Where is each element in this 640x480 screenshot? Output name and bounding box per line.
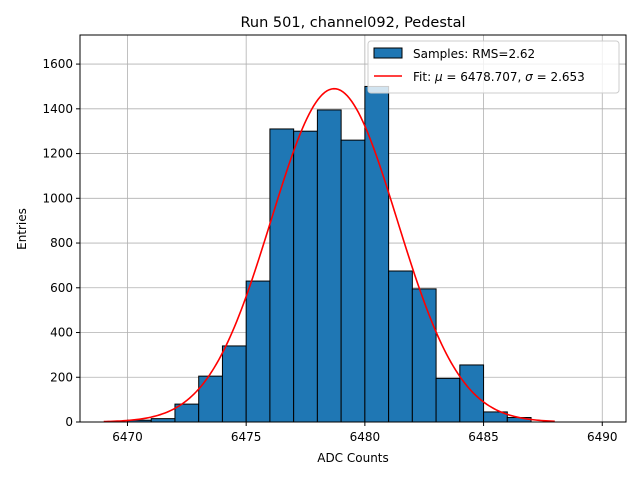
x-axis-label: ADC Counts: [317, 451, 389, 465]
legend-fit-prefix: Fit:: [413, 70, 435, 84]
x-tick-label: 6470: [112, 430, 143, 444]
x-tick-label: 6475: [231, 430, 262, 444]
y-axis-label: Entries: [15, 208, 29, 250]
plot-frame: [79, 34, 627, 423]
x-tick-label: 6490: [587, 430, 618, 444]
legend-histogram-label: Samples: RMS=2.62: [413, 47, 535, 61]
legend-fit-label: Fit: μ = 6478.707, σ = 2.653: [413, 70, 585, 84]
legend-fit-sigma-symbol: σ: [525, 70, 533, 84]
legend-fit-sigma-value: = 2.653: [533, 70, 585, 84]
histogram-bar: [293, 130, 318, 423]
histogram-bar: [221, 345, 247, 423]
histogram-bar: [198, 375, 223, 423]
y-tick-label: 1200: [42, 147, 73, 161]
fit-curve: [103, 87, 555, 423]
histogram-bar: [435, 377, 461, 423]
y-axis-ticks: 0 200 400 600 800 1000 1200 1400 1600: [42, 57, 80, 429]
y-tick-label: 1400: [42, 102, 73, 116]
chart-title: Run 501, channel092, Pedestal: [240, 15, 465, 31]
histogram-bar: [388, 270, 413, 423]
y-tick-label: 1000: [42, 191, 73, 205]
legend-histogram-swatch: [373, 47, 403, 59]
histogram-bar: [459, 364, 485, 423]
legend: Samples: RMS=2.62 Fit: μ = 6478.707, σ =…: [367, 40, 620, 94]
legend-fit-mu-value: = 6478.707,: [443, 70, 526, 84]
histogram-bar: [316, 109, 342, 423]
y-tick-label: 800: [50, 236, 73, 250]
histogram-bar: [245, 280, 271, 423]
histogram-bar: [411, 288, 437, 423]
y-tick-label: 600: [50, 281, 73, 295]
y-tick-label: 200: [50, 370, 73, 384]
y-tick-label: 0: [65, 415, 73, 429]
histogram-bar: [340, 139, 366, 423]
histogram-bar: [269, 128, 295, 423]
y-tick-label: 400: [50, 326, 73, 340]
histogram-bars: [126, 85, 532, 423]
legend-box: [367, 40, 620, 94]
y-tick-label: 1600: [42, 57, 73, 71]
x-axis-ticks: 6470 6475 6480 6485 6490: [112, 422, 618, 444]
x-tick-label: 6480: [350, 430, 381, 444]
legend-fit-mu-symbol: μ: [434, 70, 443, 84]
histogram-bar: [364, 85, 390, 423]
x-tick-label: 6485: [468, 430, 499, 444]
histogram-bar: [150, 418, 176, 423]
